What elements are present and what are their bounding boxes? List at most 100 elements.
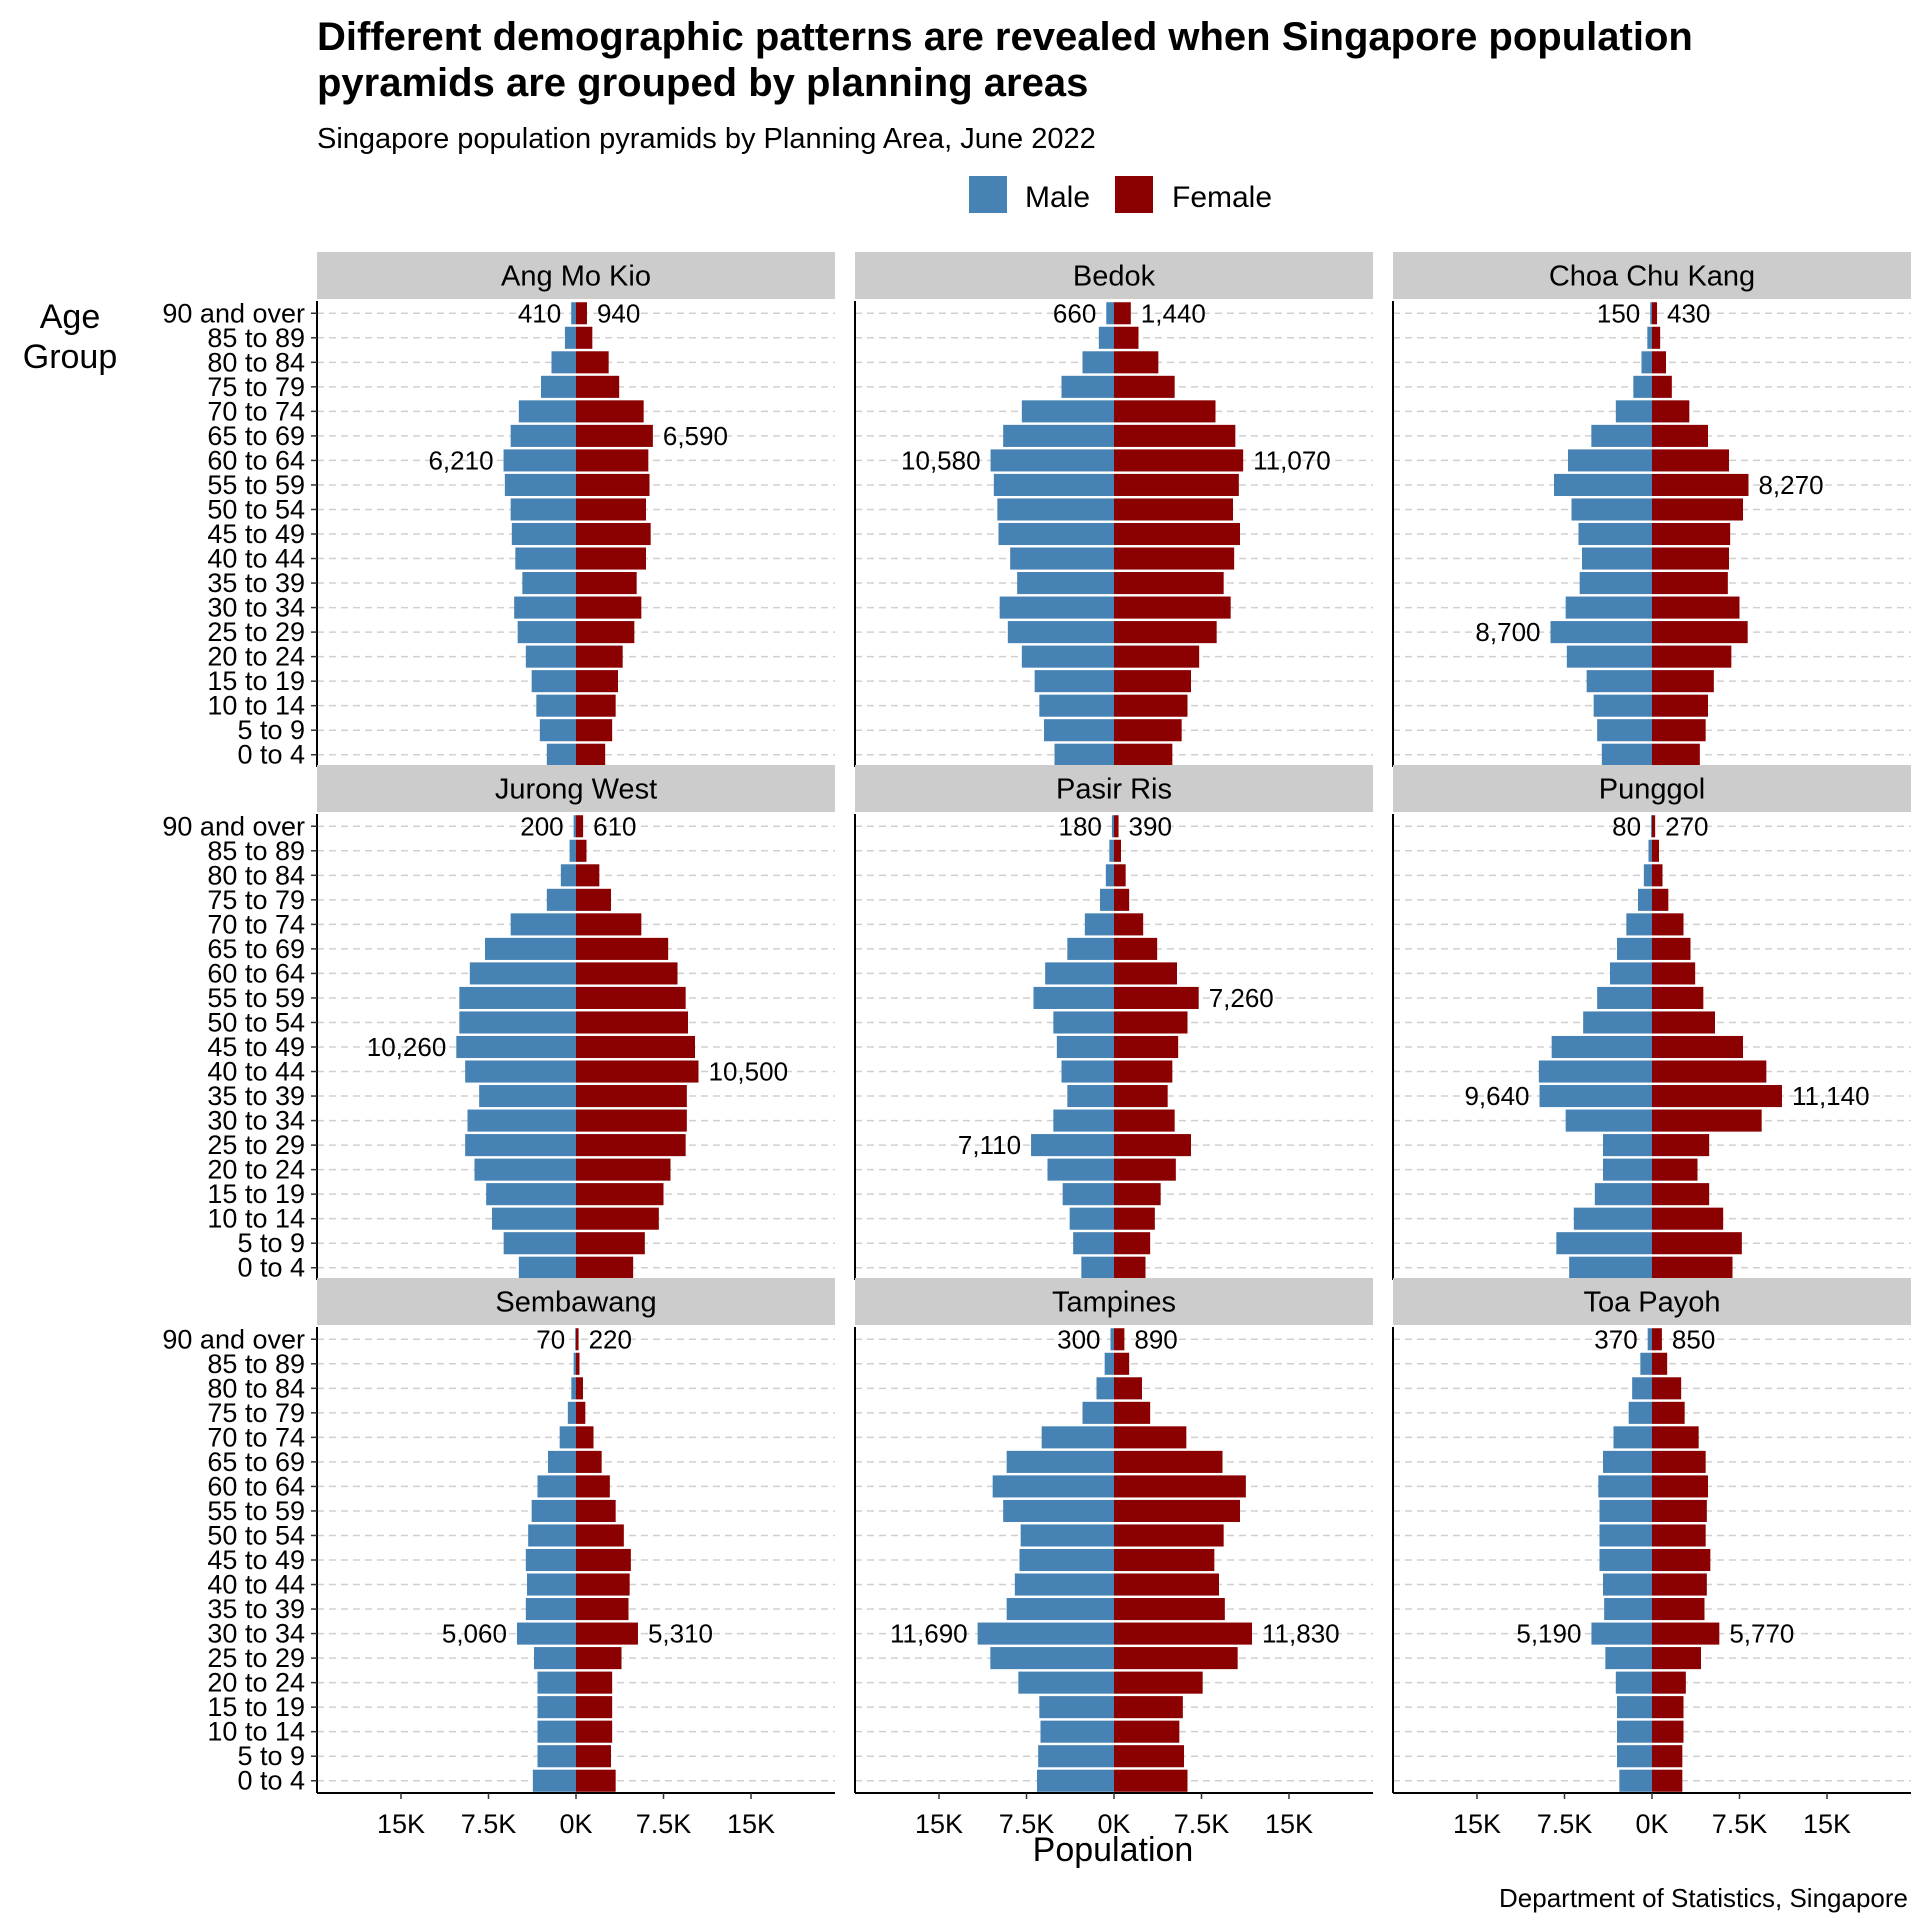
bar-male-sembawang-5-to-9 — [537, 1745, 576, 1768]
y-tick-label-0-to-4: 0 to 4 — [237, 740, 305, 770]
panel-strip-jurong-west — [317, 765, 835, 812]
bar-female-choa-chu-kang-65-to-69 — [1652, 424, 1708, 447]
bar-female-tampines-55-to-59 — [1114, 1499, 1240, 1522]
y-tick-label-10-to-14: 10 to 14 — [207, 691, 305, 721]
bar-male-choa-chu-kang-80-to-84 — [1641, 351, 1652, 374]
bar-male-pasir-ris-0-to-4 — [1081, 1256, 1114, 1279]
bar-female-choa-chu-kang-75-to-79 — [1652, 375, 1672, 398]
bar-male-jurong-west-45-to-49 — [456, 1035, 576, 1059]
bar-male-ang-mo-kio-60-to-64 — [503, 449, 576, 472]
bar-male-choa-chu-kang-85-to-89 — [1647, 326, 1652, 349]
bar-female-jurong-west-75-to-79 — [576, 888, 611, 911]
bar-female-sembawang-85-to-89 — [576, 1352, 580, 1375]
y-axis-title-line2: Group — [23, 338, 118, 376]
bar-male-toa-payoh-30-to-34 — [1591, 1622, 1652, 1645]
y-tick-label-50-to-54: 50 to 54 — [207, 1520, 305, 1550]
bar-female-jurong-west-5-to-9 — [576, 1232, 645, 1255]
data-label-male-jurong-west-90-and-over: 200 — [520, 811, 563, 841]
bar-male-bedok-20-to-24 — [1021, 645, 1114, 668]
panel-strip-sembawang — [317, 1278, 835, 1325]
x-tick-label-toa-payoh: 15K — [1803, 1809, 1851, 1839]
bar-male-pasir-ris-20-to-24 — [1047, 1158, 1114, 1181]
bar-male-pasir-ris-10-to-14 — [1069, 1207, 1114, 1230]
y-tick-label-40-to-44: 40 to 44 — [207, 1057, 305, 1087]
data-label-male-pasir-ris-90-and-over: 180 — [1059, 811, 1102, 841]
y-tick-label-30-to-34: 30 to 34 — [207, 1619, 305, 1649]
bar-male-bedok-75-to-79 — [1061, 375, 1114, 398]
bar-female-tampines-15-to-19 — [1114, 1696, 1183, 1719]
bar-male-jurong-west-50-to-54 — [459, 1011, 576, 1034]
bar-female-choa-chu-kang-5-to-9 — [1652, 719, 1706, 742]
bar-male-punggol-65-to-69 — [1617, 937, 1652, 960]
bar-male-choa-chu-kang-20-to-24 — [1566, 645, 1652, 668]
bar-male-pasir-ris-90-and-over — [1111, 815, 1114, 838]
bar-female-choa-chu-kang-15-to-19 — [1652, 670, 1714, 693]
bar-male-sembawang-55-to-59 — [531, 1499, 576, 1522]
bar-male-pasir-ris-85-to-89 — [1109, 839, 1114, 862]
panel-title-sembawang: Sembawang — [495, 1287, 656, 1319]
bar-female-jurong-west-55-to-59 — [576, 986, 686, 1009]
x-axis-title: Population — [1033, 1831, 1194, 1869]
bar-female-punggol-15-to-19 — [1652, 1183, 1710, 1206]
bar-male-toa-payoh-75-to-79 — [1628, 1401, 1652, 1424]
bar-male-tampines-25-to-29 — [990, 1647, 1114, 1670]
bar-male-bedok-65-to-69 — [1003, 424, 1114, 447]
bar-male-punggol-30-to-34 — [1565, 1109, 1652, 1132]
bar-female-bedok-20-to-24 — [1114, 645, 1200, 668]
bar-male-punggol-75-to-79 — [1638, 888, 1652, 911]
panel-title-pasir-ris: Pasir Ris — [1056, 774, 1172, 806]
x-tick-label-toa-payoh: 7.5K — [1537, 1809, 1593, 1839]
bar-male-punggol-35-to-39 — [1539, 1085, 1652, 1108]
bar-male-tampines-15-to-19 — [1039, 1696, 1114, 1719]
y-tick-label-70-to-74: 70 to 74 — [207, 1422, 305, 1452]
y-tick-label-45-to-49: 45 to 49 — [207, 1032, 305, 1062]
legend-male-swatch — [969, 176, 1007, 213]
bar-female-tampines-85-to-89 — [1114, 1352, 1130, 1375]
bar-female-toa-payoh-65-to-69 — [1652, 1450, 1706, 1473]
bar-male-bedok-85-to-89 — [1098, 326, 1114, 349]
bar-male-tampines-75-to-79 — [1082, 1401, 1114, 1424]
bar-male-toa-payoh-0-to-4 — [1619, 1769, 1652, 1792]
panel-title-toa-payoh: Toa Payoh — [1583, 1287, 1720, 1319]
bar-female-tampines-25-to-29 — [1114, 1647, 1238, 1670]
bar-female-toa-payoh-40-to-44 — [1652, 1573, 1707, 1596]
data-label-male-choa-chu-kang-90-and-over: 150 — [1597, 298, 1640, 328]
y-tick-label-25-to-29: 25 to 29 — [207, 1643, 305, 1673]
data-label-female-sembawang-90-and-over: 220 — [589, 1324, 632, 1354]
bar-female-sembawang-30-to-34 — [576, 1622, 638, 1645]
bar-female-pasir-ris-40-to-44 — [1114, 1060, 1173, 1083]
bar-female-bedok-75-to-79 — [1114, 375, 1175, 398]
bar-male-choa-chu-kang-90-and-over — [1650, 302, 1652, 325]
bar-female-tampines-65-to-69 — [1114, 1450, 1223, 1473]
bar-male-toa-payoh-90-and-over — [1647, 1328, 1652, 1351]
bar-female-pasir-ris-5-to-9 — [1114, 1232, 1151, 1255]
chart-caption: Department of Statistics, Singapore — [1499, 1883, 1908, 1913]
bar-female-toa-payoh-45-to-49 — [1652, 1548, 1711, 1572]
panel-strip-choa-chu-kang — [1393, 252, 1911, 299]
bar-female-sembawang-50-to-54 — [576, 1524, 624, 1547]
bar-male-ang-mo-kio-35-to-39 — [522, 572, 576, 595]
y-tick-label-85-to-89: 85 to 89 — [207, 323, 305, 353]
bar-female-bedok-45-to-49 — [1114, 522, 1240, 546]
bar-male-toa-payoh-55-to-59 — [1599, 1499, 1652, 1522]
x-tick-label-tampines: 15K — [1265, 1809, 1313, 1839]
bar-female-bedok-60-to-64 — [1114, 449, 1244, 472]
bar-female-sembawang-45-to-49 — [576, 1548, 631, 1572]
bar-female-sembawang-35-to-39 — [576, 1598, 629, 1621]
data-label-male-sembawang-90-and-over: 70 — [536, 1324, 565, 1354]
bar-male-choa-chu-kang-30-to-34 — [1565, 596, 1652, 619]
bar-female-choa-chu-kang-90-and-over — [1652, 302, 1658, 325]
y-tick-label-55-to-59: 55 to 59 — [207, 983, 305, 1013]
bar-female-ang-mo-kio-35-to-39 — [576, 572, 637, 595]
y-tick-label-55-to-59: 55 to 59 — [207, 1496, 305, 1526]
bar-female-ang-mo-kio-30-to-34 — [576, 596, 642, 619]
bar-male-bedok-80-to-84 — [1082, 351, 1114, 374]
bar-male-ang-mo-kio-15-to-19 — [531, 670, 576, 693]
bar-male-bedok-25-to-29 — [1007, 621, 1114, 644]
bar-female-tampines-70-to-74 — [1114, 1426, 1187, 1449]
data-label-male-toa-payoh-30-to-34: 5,190 — [1516, 1619, 1581, 1649]
x-tick-label-sembawang: 0K — [559, 1809, 592, 1839]
bar-male-tampines-50-to-54 — [1020, 1524, 1114, 1547]
panel-choa-chu-kang: Choa Chu Kang 150 430 8,270 8,700 — [1392, 252, 1911, 768]
bar-male-sembawang-90-and-over — [575, 1328, 576, 1351]
